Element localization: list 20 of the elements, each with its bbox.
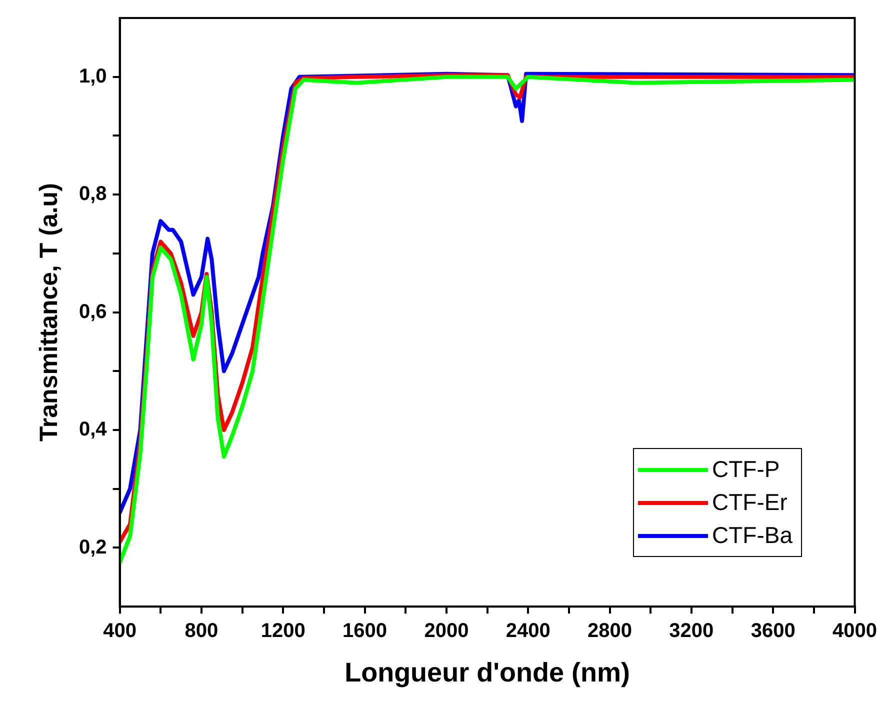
y-tick-label: 0,6 xyxy=(78,300,107,323)
y-axis-title: Transmittance, T (a.u) xyxy=(34,183,63,442)
y-tick-label: 0,2 xyxy=(78,536,107,558)
x-tick-label: 800 xyxy=(184,620,218,642)
legend-label: CTF-Ba xyxy=(712,521,792,550)
x-tick-label: 3200 xyxy=(669,620,714,642)
y-tick-label: 0,8 xyxy=(78,183,107,206)
y-tick-label: 1,0 xyxy=(78,65,107,88)
x-tick-label: 2400 xyxy=(506,620,550,642)
x-tick-label: 2800 xyxy=(588,620,632,642)
x-tick-label: 3600 xyxy=(750,620,796,642)
x-tick-label: 1200 xyxy=(260,620,306,642)
y-tick-label: 0,4 xyxy=(78,418,108,441)
x-axis-title: Longueur d'onde (nm) xyxy=(344,657,630,688)
legend-label: CTF-Er xyxy=(712,488,788,517)
x-tick-label: 1600 xyxy=(342,620,388,642)
x-tick-label: 4000 xyxy=(832,620,878,642)
legend-label: CTF-P xyxy=(712,455,780,484)
x-tick-label: 2000 xyxy=(424,620,469,642)
x-tick-label: 400 xyxy=(103,620,136,642)
